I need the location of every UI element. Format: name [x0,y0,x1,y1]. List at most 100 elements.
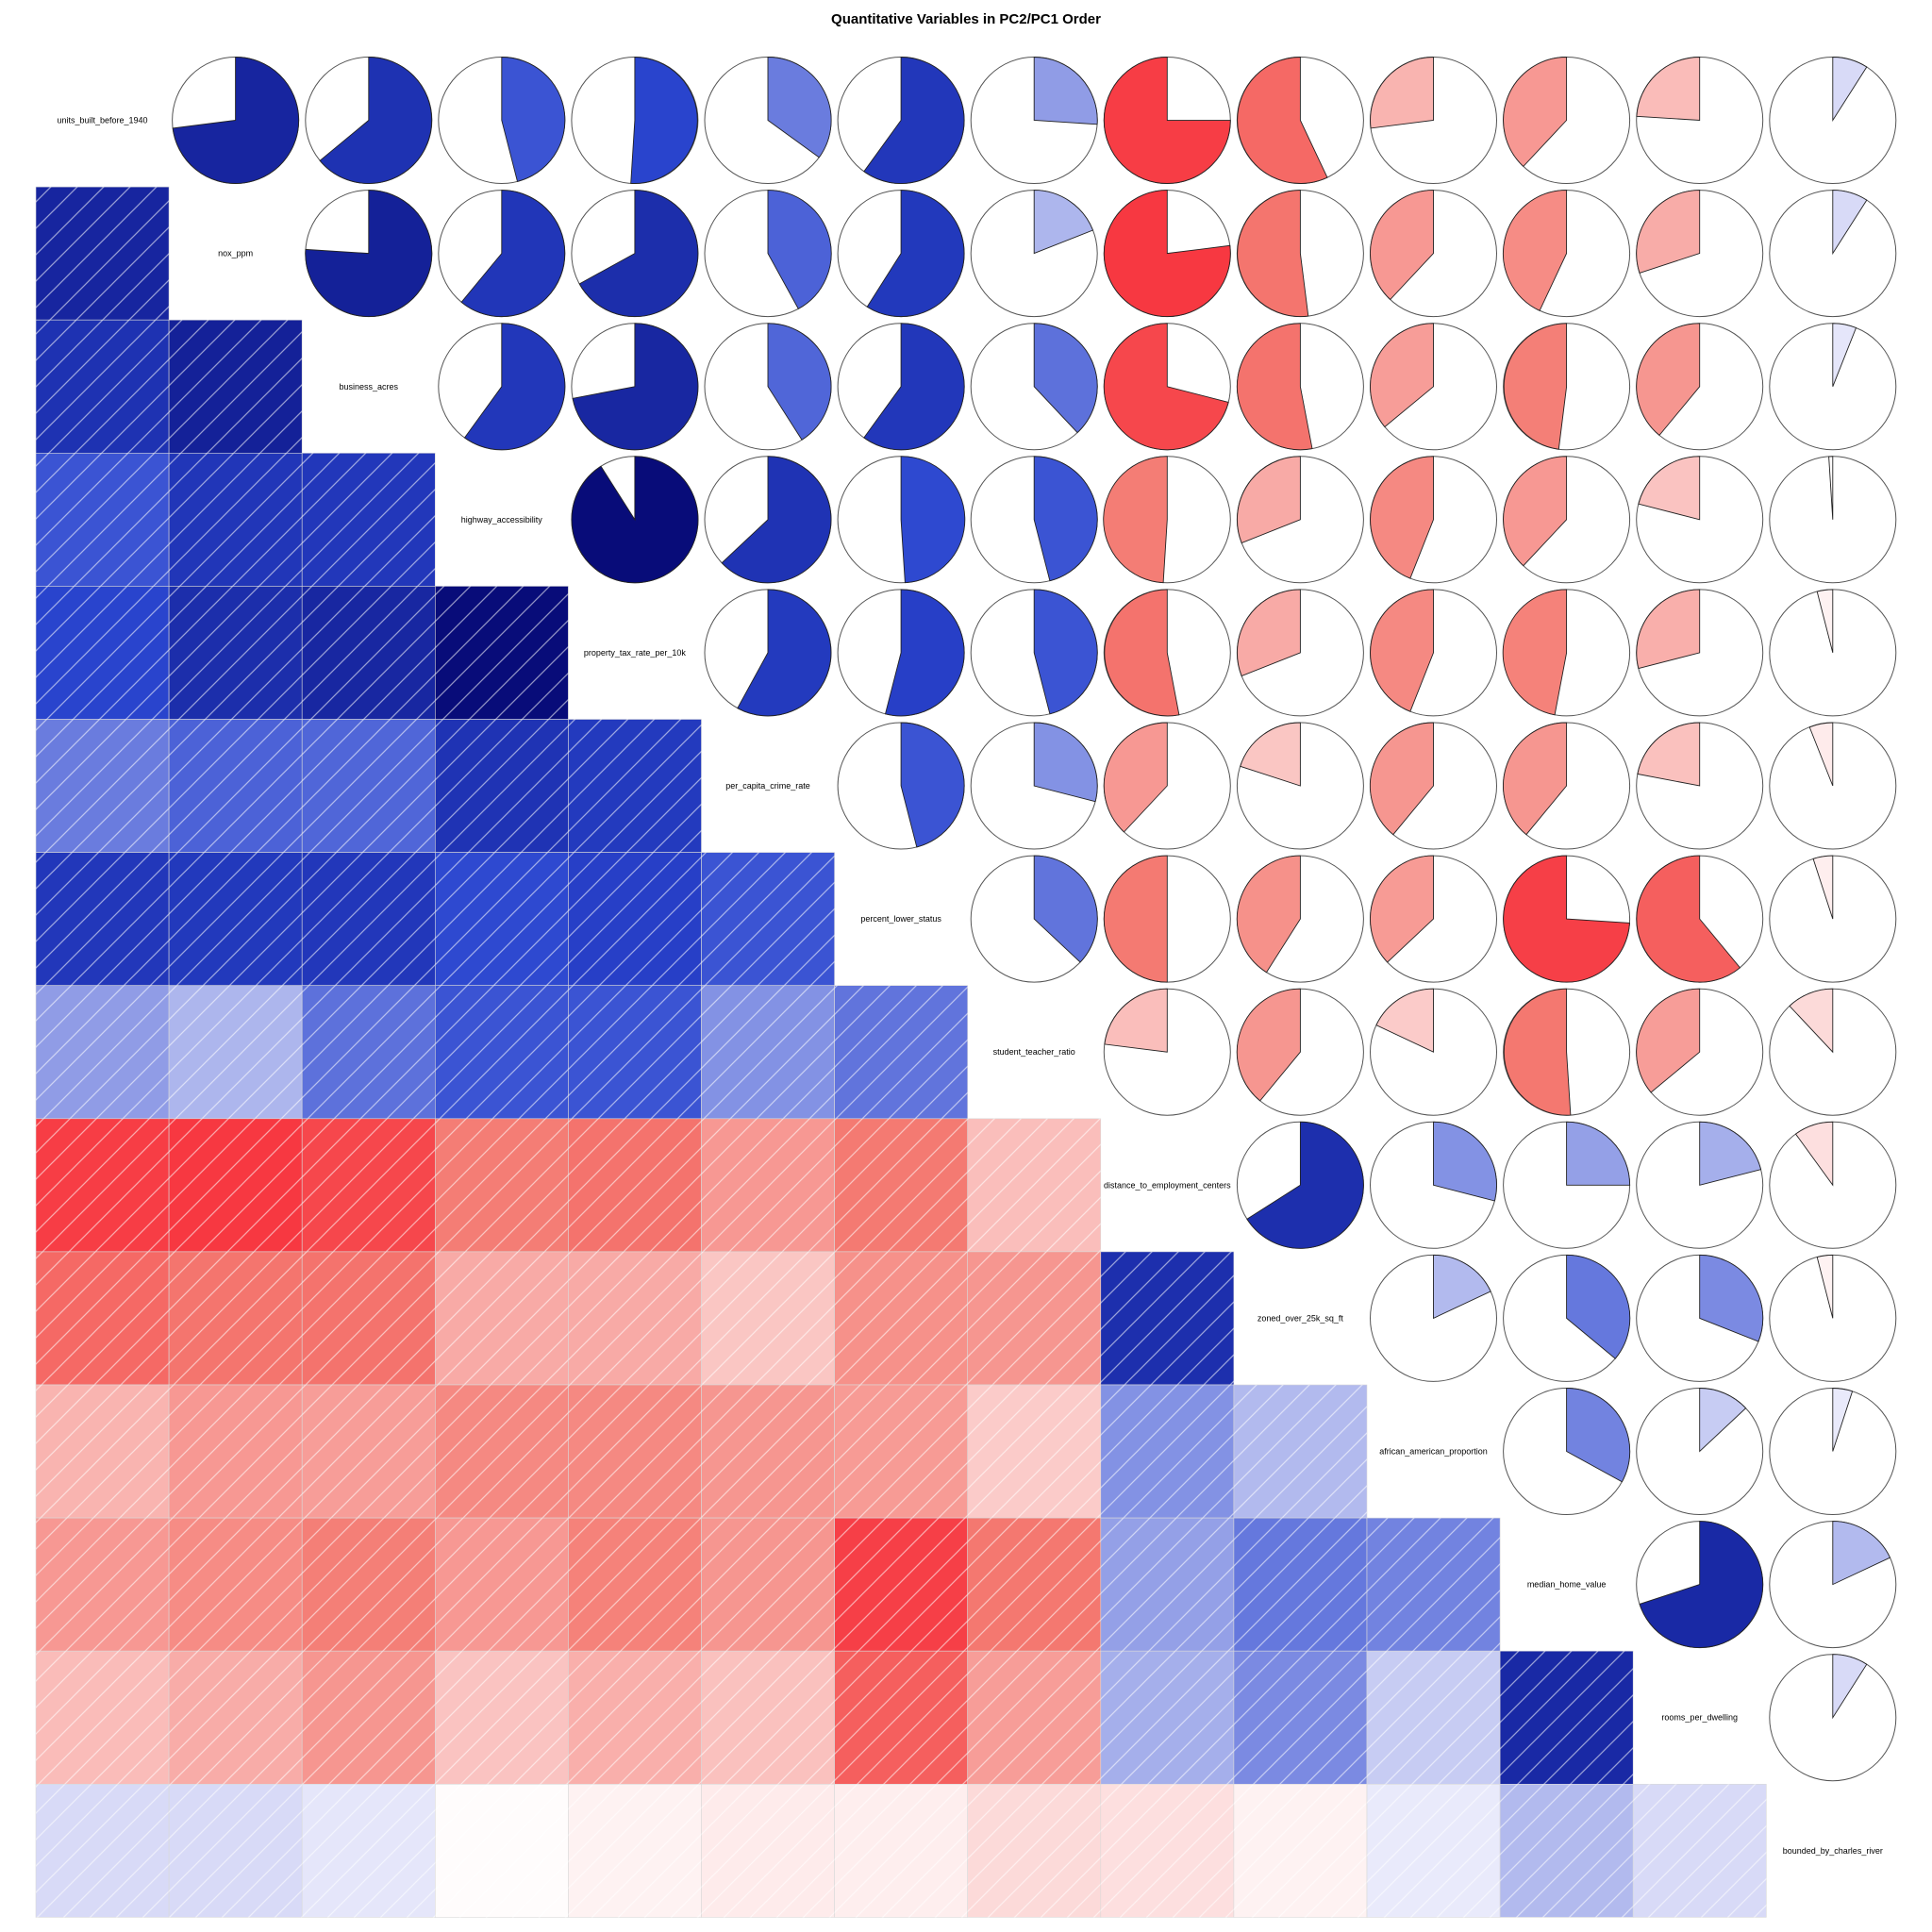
pie-wedge [1033,589,1098,715]
pie-wedge [571,456,699,584]
shade-hatch [302,719,436,853]
shade-hatch [568,985,702,1119]
shade-hatch [169,1118,303,1252]
pie-wedge [767,190,832,310]
pie-wedge [1503,456,1568,567]
shade-hatch [1633,1784,1767,1918]
shade-hatch [435,1651,569,1785]
shade-hatch [701,1118,835,1252]
pie-wedge [463,323,566,451]
pie-wedge [1237,456,1301,544]
pie-wedge [1033,57,1098,125]
pie-wedge [1033,323,1098,434]
shade-hatch [834,1385,968,1519]
pie-wedge [1236,323,1313,451]
pie-wedge [900,722,965,848]
pie-wedge [1103,57,1231,184]
shade-hatch [701,852,835,986]
shade-hatch [169,586,303,720]
pie-wedge [1699,1254,1764,1342]
shade-hatch [169,320,303,454]
pie-wedge [1636,323,1701,437]
pie-wedge [1816,1254,1834,1319]
shade-hatch [1500,1784,1634,1918]
shade-hatch [568,1784,702,1918]
pie-wedge [1236,855,1301,974]
shade-hatch [834,1251,968,1385]
pie-wedge [1033,855,1098,963]
pie-wedge [1433,1254,1491,1320]
pie-wedge [1104,988,1168,1053]
pie-wedge [305,190,433,318]
shade-hatch [435,1518,569,1652]
shade-hatch [1233,1385,1367,1519]
pie-wedge [1369,722,1434,836]
shade-hatch [435,719,569,853]
variable-label: property_tax_rate_per_10k [584,648,687,658]
pie-wedge [1370,323,1434,428]
shade-hatch [1367,1784,1501,1918]
shade-hatch [1100,1784,1234,1918]
pie-wedge [1370,855,1434,963]
shade-hatch [169,1385,303,1519]
pie-wedge [1832,190,1868,256]
pie-wedge [1636,988,1701,1093]
shade-hatch [1367,1651,1501,1785]
pie-wedge [1832,323,1857,387]
pie-wedge [1566,1254,1631,1359]
pie-wedge [1503,190,1568,311]
pie-wedge [1033,722,1098,803]
pie-wedge [1808,722,1834,787]
pie-wedge [1566,1388,1631,1483]
shade-hatch [36,1518,170,1652]
variable-label: zoned_over_25k_sq_ft [1257,1313,1344,1323]
pie-wedge [1370,456,1434,579]
shade-hatch [36,1251,170,1385]
shade-hatch [302,1251,436,1385]
shade-hatch [568,852,702,986]
pie-wedge [1832,1654,1868,1720]
pie-wedge [1503,323,1568,450]
pie-wedge [1636,57,1701,121]
shade-hatch [834,1651,968,1785]
shade-hatch [967,1518,1101,1652]
pie-wedge [1832,1388,1854,1452]
pie-wedge [1816,589,1834,654]
pie-wedge [460,190,566,318]
shade-hatch [435,1251,569,1385]
variable-label: student_teacher_ratio [993,1047,1075,1057]
shade-hatch [169,453,303,587]
pie-wedge [1433,1121,1497,1202]
shade-hatch [302,586,436,720]
pie-wedge [1832,1521,1891,1586]
shade-hatch [568,1118,702,1252]
shade-hatch [1100,1651,1234,1785]
pie-wedge [1503,722,1568,836]
pie-wedge [1789,988,1834,1054]
pie-wedge [1636,589,1701,670]
shade-hatch [568,1251,702,1385]
shade-hatch [435,1385,569,1519]
variable-label: highway_accessibility [461,515,543,525]
shade-hatch [169,1651,303,1785]
pie-wedge [630,57,698,184]
variable-label: distance_to_employment_centers [1104,1180,1231,1190]
pie-wedge [866,190,965,318]
pie-wedge [767,323,832,441]
variable-label: business_acres [340,382,399,391]
pie-wedge [1370,57,1434,129]
shade-hatch [834,1518,968,1652]
pie-wedge [1699,1388,1747,1453]
pie-wedge [1812,855,1834,920]
pie-wedge [578,190,699,318]
shade-hatch [701,1385,835,1519]
variable-label: nox_ppm [218,249,253,258]
shade-hatch [568,1651,702,1785]
shade-hatch [302,1118,436,1252]
shade-hatch [701,1784,835,1918]
shade-hatch [36,852,170,986]
shade-hatch [834,1784,968,1918]
shade-hatch [36,1385,170,1519]
shade-hatch [36,453,170,587]
